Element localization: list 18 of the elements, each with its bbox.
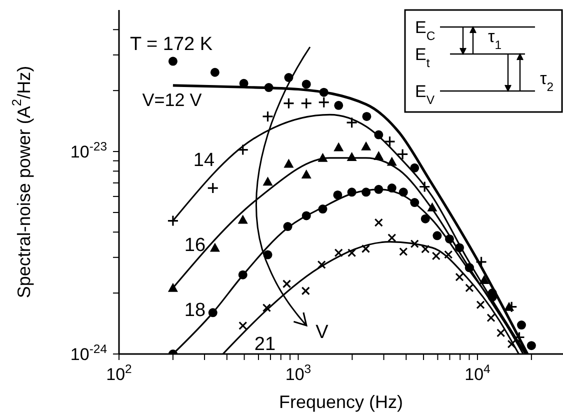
annotation: 21 — [254, 334, 276, 354]
x-tick-label: 10$^{3}$ — [285, 362, 312, 384]
annotation: 16 — [184, 234, 206, 256]
annotation: T = 172 K — [130, 34, 213, 55]
annotation: E$_{V}$ — [415, 82, 436, 107]
annotation: V — [316, 322, 329, 342]
annotation: E$_{C}$ — [415, 18, 436, 43]
annotation: V=12 V — [142, 90, 202, 110]
y-tick-label: 10$^{-23}$ — [70, 140, 108, 162]
annotation: E$_{t}$ — [415, 45, 430, 70]
annotation: 14 — [193, 150, 215, 170]
annotation: τ$_{1}$ — [488, 27, 502, 52]
annotation: τ$_{2}$ — [540, 69, 554, 94]
annotation: 18 — [184, 300, 206, 320]
x-tick-label: 10$^{4}$ — [464, 362, 491, 384]
x-tick-label: 10$^{2}$ — [106, 362, 132, 384]
x-axis-title: Frequency (Hz) — [278, 392, 404, 412]
y-tick-label: 10$^{-24}$ — [70, 342, 108, 364]
